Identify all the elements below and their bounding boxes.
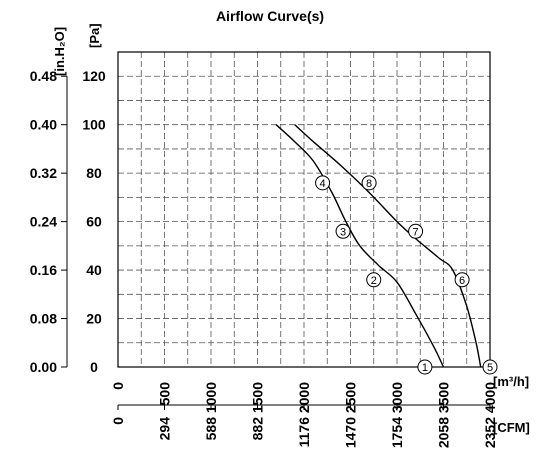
marker-label: 8	[366, 178, 372, 190]
y-tick-label-pa: 0	[90, 359, 98, 375]
y-tick-label-pa: 20	[86, 311, 102, 327]
x-tick-label-m3h: 1000	[203, 382, 219, 413]
y-tick-label-inh2o: 0.24	[30, 214, 57, 230]
x-tick-label-m3h: 2500	[343, 382, 359, 413]
x-tick-label-cfm: 2352	[482, 417, 498, 448]
x-tick-label-cfm: 882	[250, 417, 266, 441]
plot-frame	[117, 51, 491, 368]
x-tick-label-cfm: 588	[203, 417, 219, 441]
marker-circle	[454, 272, 470, 288]
x-tick-label-m3h: 2000	[296, 382, 312, 413]
y-tick-label-pa: 80	[86, 165, 102, 181]
marker-label: 2	[371, 275, 377, 287]
y-unit-pa: [Pa]	[87, 23, 102, 48]
x-tick-label-m3h: 1500	[250, 382, 266, 413]
marker-circle	[315, 175, 331, 191]
y-tick-label-pa: 120	[82, 68, 106, 84]
x-tick-label-m3h: 0	[110, 382, 126, 390]
labels: 0 500 1000 1500 2000 2500 3000 3500 4000[m³/h]0 2…	[30, 23, 530, 448]
y-tick-label-pa: 40	[86, 262, 102, 278]
marker-label: 6	[459, 275, 465, 287]
y-tick-label-inh2o: 0.48	[30, 68, 57, 84]
marker-circle	[417, 359, 433, 375]
x-tick-label-cfm: 1176	[296, 417, 312, 448]
marker-circle	[361, 175, 377, 191]
airflow-curve-1	[275, 124, 445, 368]
marker-circle	[335, 223, 351, 239]
y-tick-label-inh2o: 0.16	[30, 262, 57, 278]
x-tick-label-cfm: 1754	[389, 417, 405, 448]
y-unit-inh2o: [in.H₂O]	[52, 27, 67, 76]
y-tick-label-pa: 100	[82, 117, 106, 133]
x-tick-label-m3h: 3000	[389, 382, 405, 413]
x-tick-label-m3h: 500	[157, 382, 173, 406]
x-tick-label-cfm: 2058	[436, 417, 452, 448]
x-unit-m3h: [m³/h]	[493, 374, 529, 389]
x-tick-label-cfm: 1470	[343, 417, 359, 448]
marker-label: 3	[340, 226, 346, 238]
y-tick-label-inh2o: 0.32	[30, 165, 57, 181]
marker-circle	[482, 359, 498, 375]
marker-label: 5	[487, 362, 493, 374]
y-tick-label-inh2o: 0.40	[30, 117, 57, 133]
marker-circle	[366, 272, 382, 288]
x-tick-label-m3h: 4000	[482, 382, 498, 413]
marker-label: 1	[422, 362, 428, 374]
x-tick-label-m3h: 3500	[436, 382, 452, 413]
marker-label: 7	[413, 226, 419, 238]
grid	[118, 51, 490, 367]
marker-label: 4	[320, 178, 326, 190]
chart-title: Airflow Curve(s)	[216, 8, 324, 24]
x-tick-label-cfm: 294	[157, 417, 173, 441]
x-tick-label-cfm: 0	[110, 417, 126, 425]
marker-group: 1 2 3 4 5 6 7 8	[315, 175, 498, 375]
marker-circle	[408, 223, 424, 239]
y-tick-label-inh2o: 0.00	[30, 359, 57, 375]
x-unit-cfm: [CFM]	[493, 420, 530, 435]
y-tick-label-pa: 60	[86, 214, 102, 230]
axes	[61, 51, 491, 410]
y-tick-label-inh2o: 0.08	[30, 311, 57, 327]
